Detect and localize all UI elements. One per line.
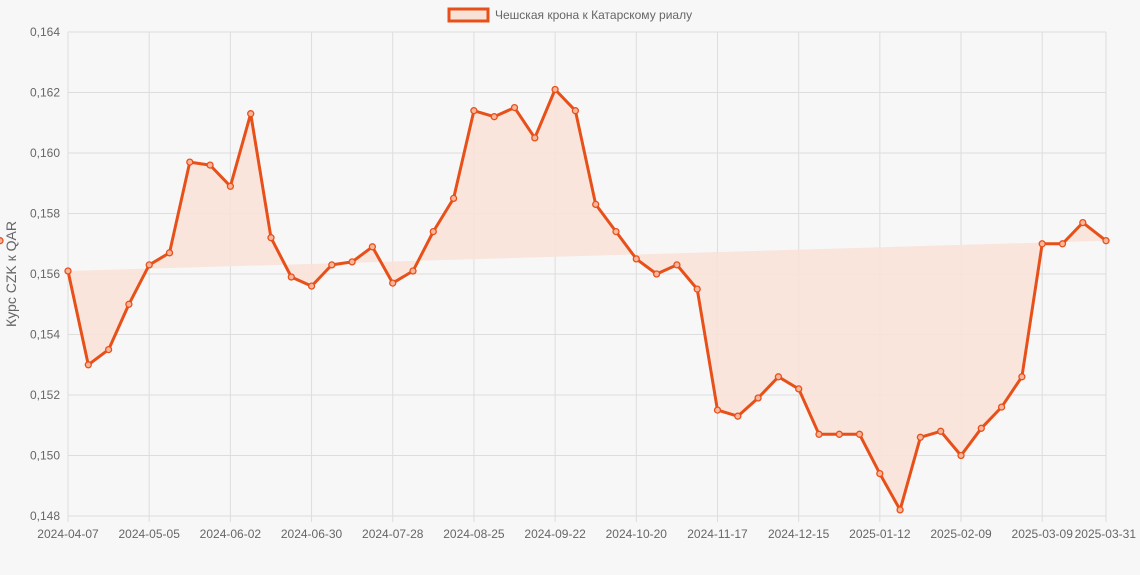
area-fill [68, 89, 1106, 510]
data-point[interactable] [835, 430, 843, 438]
x-tick-label: 2025-03-09 [1012, 527, 1074, 541]
data-point[interactable] [592, 200, 600, 209]
y-tick-label: 0,158 [30, 207, 60, 221]
y-tick-label: 0,154 [30, 328, 60, 342]
data-points [0, 85, 1110, 514]
x-tick-label: 2024-06-02 [200, 527, 262, 541]
x-tick-label: 2025-02-09 [930, 527, 992, 541]
y-tick-label: 0,162 [30, 86, 60, 100]
data-point[interactable] [673, 261, 681, 269]
data-point[interactable] [307, 282, 316, 290]
data-point[interactable] [1079, 218, 1087, 227]
data-point[interactable] [632, 255, 640, 263]
x-tick-label: 2024-12-15 [768, 527, 830, 541]
data-point[interactable] [774, 373, 783, 381]
data-point[interactable] [1018, 373, 1026, 381]
data-point[interactable] [84, 361, 92, 369]
x-tick-label: 2024-04-07 [37, 527, 99, 541]
data-point[interactable] [997, 403, 1006, 411]
data-point[interactable] [693, 285, 701, 293]
data-point[interactable] [754, 394, 762, 402]
data-point[interactable] [490, 113, 498, 121]
data-point[interactable] [328, 261, 336, 269]
x-tick-label: 2024-11-17 [687, 527, 748, 541]
data-point[interactable] [0, 237, 4, 245]
x-tick-label: 2025-03-31 [1075, 527, 1137, 541]
y-tick-label: 0,152 [30, 388, 60, 402]
y-axis-title: Курс CZK к QAR [3, 221, 19, 327]
y-axis-ticks: 0,164 0,162 0,160 0,158 0,156 0,154 0,152 0,150… [30, 25, 60, 523]
data-point[interactable] [896, 506, 904, 514]
data-point[interactable] [429, 227, 437, 236]
series-lines [66, 88, 1107, 512]
data-point[interactable] [957, 451, 965, 460]
data-point[interactable] [104, 345, 113, 354]
data-point[interactable] [937, 427, 945, 435]
data-point[interactable] [267, 234, 275, 242]
data-point[interactable] [815, 430, 823, 438]
x-tick-label: 2024-08-25 [443, 527, 505, 541]
data-point[interactable] [206, 161, 214, 169]
y-tick-label: 0,164 [30, 25, 60, 39]
data-point[interactable] [145, 261, 153, 269]
data-point[interactable] [551, 85, 559, 94]
data-point[interactable] [389, 279, 397, 287]
data-point[interactable] [125, 300, 133, 308]
x-tick-label: 2024-09-22 [524, 527, 586, 541]
data-point[interactable] [247, 110, 255, 118]
data-point[interactable] [916, 433, 925, 441]
data-point[interactable] [64, 267, 72, 275]
x-tick-label: 2025-01-12 [849, 527, 911, 541]
data-point[interactable] [348, 258, 356, 266]
data-point[interactable] [1058, 240, 1067, 248]
x-tick-label: 2024-06-30 [281, 527, 343, 541]
data-point[interactable] [409, 267, 417, 275]
x-axis-ticks: 2024-04-07 2024-05-05 2024-06-02 2024-06-30… [37, 527, 1136, 541]
x-tick-label: 2024-07-28 [362, 527, 424, 541]
data-point[interactable] [186, 158, 194, 166]
data-point[interactable] [531, 134, 539, 142]
data-point[interactable] [977, 424, 985, 432]
y-tick-label: 0,150 [30, 449, 60, 463]
data-point[interactable] [855, 430, 864, 438]
y-tick-label: 0,160 [30, 146, 60, 160]
data-point[interactable] [165, 249, 174, 257]
data-point[interactable] [876, 469, 884, 478]
data-point[interactable] [287, 273, 295, 281]
legend-label: Чешская крона к Катарскому риалу [495, 8, 692, 22]
y-tick-label: 0,148 [30, 509, 60, 523]
data-point[interactable] [713, 406, 722, 414]
legend[interactable]: Чешская крона к Катарскому риалу [447, 7, 692, 23]
data-point[interactable] [571, 107, 580, 115]
data-point[interactable] [1102, 237, 1110, 245]
y-tick-label: 0,156 [30, 267, 60, 281]
data-point[interactable] [368, 243, 377, 251]
series-area [68, 89, 1106, 510]
series-line [66, 88, 1107, 512]
data-point[interactable] [449, 194, 458, 203]
data-point[interactable] [612, 227, 620, 236]
data-point[interactable] [795, 385, 803, 393]
x-tick-label: 2024-10-20 [606, 527, 668, 541]
data-point[interactable] [226, 182, 235, 190]
data-point[interactable] [1038, 240, 1046, 248]
x-tick-label: 2024-05-05 [118, 527, 180, 541]
legend-swatch [447, 7, 490, 23]
data-point[interactable] [510, 103, 519, 112]
data-point[interactable] [652, 270, 661, 278]
data-point[interactable] [470, 107, 478, 115]
data-point[interactable] [734, 412, 742, 420]
